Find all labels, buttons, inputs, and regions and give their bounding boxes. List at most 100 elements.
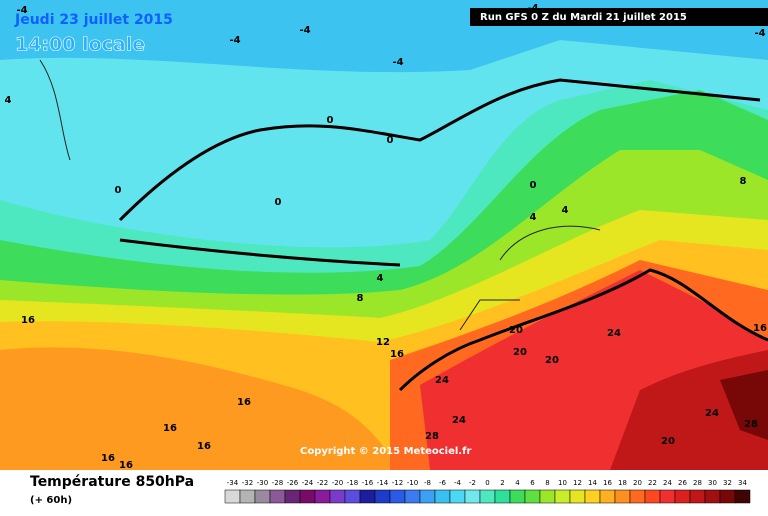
legend-tick-label: 4 bbox=[515, 479, 520, 487]
legend-swatch bbox=[269, 489, 286, 504]
legend-tick-label: 28 bbox=[693, 479, 702, 487]
legend-tick-label: -22 bbox=[317, 479, 328, 487]
legend-tick-label: 32 bbox=[723, 479, 732, 487]
contour-label: -4 bbox=[392, 57, 403, 68]
legend-swatch bbox=[314, 489, 331, 504]
contour-label: 4 bbox=[562, 205, 569, 216]
contour-label: 24 bbox=[452, 415, 466, 426]
legend-swatch bbox=[284, 489, 301, 504]
contour-label: 24 bbox=[607, 328, 621, 339]
legend-tick-label: 20 bbox=[633, 479, 642, 487]
isotherm bbox=[118, 78, 761, 222]
legend-tick-label: -18 bbox=[347, 479, 358, 487]
legend-swatch bbox=[599, 489, 616, 504]
legend-tick-label: -10 bbox=[407, 479, 418, 487]
contour-label: 4 bbox=[5, 95, 12, 106]
contour-label: 16 bbox=[21, 315, 35, 326]
legend-tick-label: -28 bbox=[272, 479, 283, 487]
contour-label: 0 bbox=[530, 180, 537, 191]
legend-swatch bbox=[524, 489, 541, 504]
legend-tick-label: 26 bbox=[678, 479, 687, 487]
run-info: Run GFS 0 Z du Mardi 21 juillet 2015 bbox=[480, 12, 687, 23]
legend-tick-label: -14 bbox=[377, 479, 389, 487]
legend-tick-label: -8 bbox=[424, 479, 431, 487]
legend-tick-label: 0 bbox=[485, 479, 489, 487]
legend-swatch bbox=[569, 489, 586, 504]
legend-tick-label: -16 bbox=[362, 479, 374, 487]
contour-label: 24 bbox=[705, 408, 719, 419]
contour-label: -4 bbox=[299, 25, 310, 36]
contour-label: 4 bbox=[377, 273, 384, 284]
legend-tick-label: -20 bbox=[332, 479, 343, 487]
legend-swatch bbox=[434, 489, 451, 504]
legend-swatch bbox=[494, 489, 511, 504]
time-label: 14:00 locale bbox=[15, 34, 145, 56]
legend-swatch bbox=[644, 489, 661, 504]
legend-swatch bbox=[674, 489, 691, 504]
legend-swatch bbox=[389, 489, 406, 504]
legend-swatch bbox=[404, 489, 421, 504]
legend-swatch bbox=[659, 489, 676, 504]
legend-tick-label: 2 bbox=[500, 479, 504, 487]
legend-swatch bbox=[734, 489, 751, 504]
run-box bbox=[470, 8, 768, 26]
contour-label: 12 bbox=[376, 337, 390, 348]
legend-swatch bbox=[479, 489, 496, 504]
legend-subtitle: (+ 60h) bbox=[30, 495, 72, 506]
legend-tick-label: -2 bbox=[469, 479, 476, 487]
legend-tick-label: 18 bbox=[618, 479, 627, 487]
contour-label: 20 bbox=[509, 325, 523, 336]
legend-swatch bbox=[359, 489, 376, 504]
legend-tick-label: 16 bbox=[603, 479, 612, 487]
legend-swatch bbox=[254, 489, 271, 504]
contour-label: -4 bbox=[229, 35, 240, 46]
contour-label: 16 bbox=[101, 453, 115, 464]
legend-tick-label: -34 bbox=[227, 479, 239, 487]
legend-title: Température 850hPa bbox=[30, 474, 194, 490]
legend-swatch bbox=[584, 489, 601, 504]
legend-swatch bbox=[509, 489, 526, 504]
contour-label: 8 bbox=[740, 176, 747, 187]
legend-tick-label: 14 bbox=[588, 479, 597, 487]
legend-swatch bbox=[224, 489, 241, 504]
legend-tick-label: 6 bbox=[530, 479, 535, 487]
contour-label: 16 bbox=[197, 441, 211, 452]
temp-band bbox=[720, 370, 768, 440]
legend-swatch bbox=[614, 489, 631, 504]
legend-tick-label: 12 bbox=[573, 479, 582, 487]
legend-tick-label: 10 bbox=[558, 479, 567, 487]
contour-label: 24 bbox=[435, 375, 449, 386]
contour-label: 8 bbox=[357, 293, 364, 304]
legend-tick-label: -30 bbox=[257, 479, 268, 487]
legend-swatch bbox=[239, 489, 256, 504]
legend-swatch bbox=[554, 489, 571, 504]
legend-swatch bbox=[689, 489, 706, 504]
isotherm bbox=[398, 268, 768, 392]
contour-label: -4 bbox=[16, 5, 27, 16]
contour-label: -4 bbox=[754, 28, 765, 39]
contour-label: 20 bbox=[513, 347, 527, 358]
legend-tick-label: 34 bbox=[738, 479, 747, 487]
legend-tick-label: -6 bbox=[439, 479, 447, 487]
contour-label: 16 bbox=[163, 423, 177, 434]
contour-label: 0 bbox=[115, 185, 122, 196]
legend-tick-label: 8 bbox=[545, 479, 549, 487]
legend-tick-label: -4 bbox=[454, 479, 462, 487]
contour-label: -4 bbox=[527, 3, 538, 14]
isotherm bbox=[119, 238, 401, 267]
contour-label: 0 bbox=[275, 197, 282, 208]
legend-swatch bbox=[299, 489, 316, 504]
legend-tick-label: -32 bbox=[242, 479, 253, 487]
legend-swatch bbox=[719, 489, 736, 504]
contour-label: 0 bbox=[387, 135, 394, 146]
legend-swatch bbox=[629, 489, 646, 504]
legend-swatch bbox=[449, 489, 466, 504]
legend-swatch bbox=[419, 489, 436, 504]
legend-swatch bbox=[464, 489, 481, 504]
legend-swatch bbox=[704, 489, 721, 504]
legend-tick-label: -24 bbox=[302, 479, 314, 487]
contour-label: 16 bbox=[390, 349, 404, 360]
legend-swatch bbox=[329, 489, 346, 504]
date-label: Jeudi 23 juillet 2015 bbox=[14, 12, 173, 28]
